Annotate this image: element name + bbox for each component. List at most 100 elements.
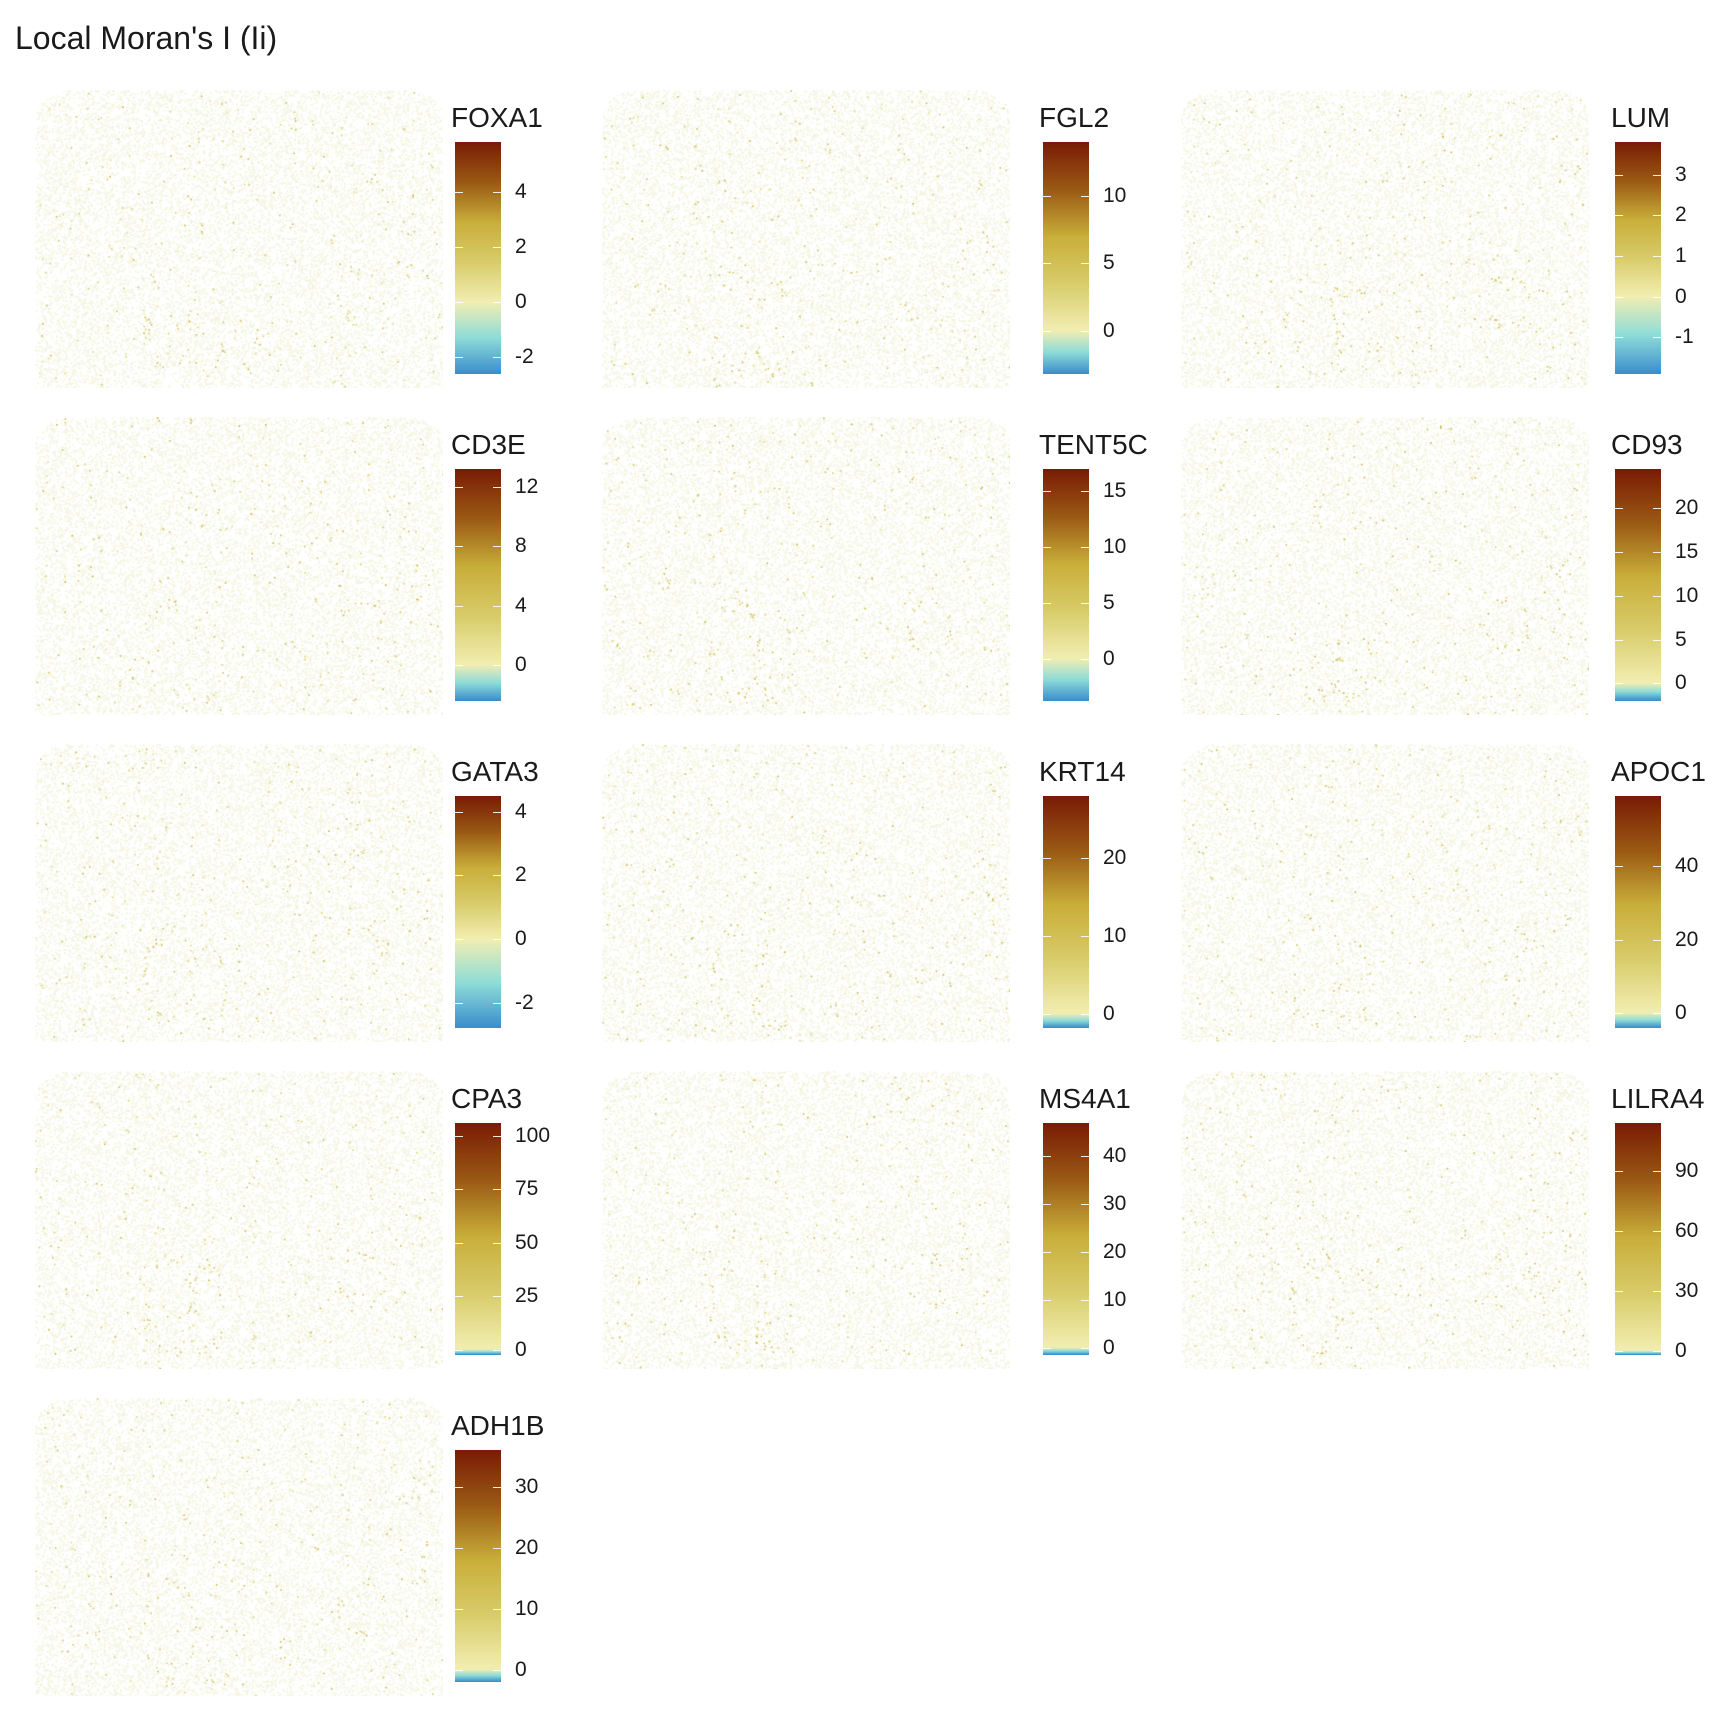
tick-mark — [455, 1349, 463, 1351]
tick-label: 30 — [1103, 1192, 1127, 1216]
tick-mark — [1043, 1252, 1051, 1254]
spatial-map-tent5c — [602, 417, 1010, 715]
colorbar — [1043, 796, 1089, 1028]
tick-label: 0 — [1103, 646, 1115, 670]
tick-mark — [1081, 1013, 1089, 1015]
legend-title: LILRA4 — [1611, 1083, 1705, 1114]
tick-mark — [1043, 1347, 1051, 1349]
tick-mark — [455, 665, 463, 667]
tick-label: 30 — [515, 1474, 539, 1498]
tick-mark — [1081, 658, 1089, 660]
legend-title: ADH1B — [451, 1410, 545, 1441]
tick-mark — [455, 1002, 463, 1004]
tick-mark — [493, 875, 501, 877]
tick-mark — [493, 1189, 501, 1191]
tick-mark — [493, 486, 501, 488]
tick-mark — [1653, 1171, 1661, 1172]
tick-mark — [1653, 939, 1661, 941]
tick-label: 0 — [1675, 284, 1687, 308]
colorbar — [455, 142, 501, 374]
tick-mark — [1653, 1231, 1661, 1232]
tick-mark — [455, 605, 463, 607]
tick-mark — [1043, 936, 1051, 938]
tick-mark — [455, 1296, 463, 1298]
tick-mark — [493, 811, 501, 813]
legend-title: FOXA1 — [451, 102, 543, 133]
tick-mark — [455, 1242, 463, 1244]
tick-mark — [1043, 547, 1051, 549]
tick-mark — [493, 357, 501, 359]
tick-label: 4 — [515, 799, 527, 823]
tick-mark — [1615, 296, 1623, 298]
tick-label: 15 — [1103, 479, 1127, 503]
colorbar — [455, 469, 501, 701]
legend-title: CD93 — [1611, 429, 1683, 460]
colorbar — [1043, 469, 1089, 701]
tick-label: 0 — [515, 1337, 527, 1361]
legend-title: TENT5C — [1039, 429, 1148, 460]
tick-mark — [1081, 547, 1089, 549]
tick-mark — [493, 1547, 501, 1549]
spatial-map-cd93 — [1181, 417, 1589, 715]
colorbar — [1615, 1123, 1661, 1355]
tick-mark — [1615, 174, 1623, 176]
tick-label: 0 — [1103, 1335, 1115, 1359]
spatial-map-adh1b — [35, 1398, 443, 1696]
tick-label: 15 — [1675, 540, 1699, 564]
tick-mark — [1615, 1291, 1623, 1292]
tick-label: 10 — [1103, 1287, 1127, 1311]
tick-mark — [1615, 865, 1623, 867]
tick-mark — [455, 811, 463, 813]
tick-mark — [493, 1349, 501, 1351]
tick-mark — [493, 1296, 501, 1298]
tick-label: 2 — [1675, 203, 1687, 227]
tick-label: 20 — [1103, 846, 1127, 870]
legend-title: MS4A1 — [1039, 1083, 1131, 1114]
tick-label: 10 — [1103, 924, 1127, 948]
tick-label: 75 — [515, 1177, 539, 1201]
tick-label: 3 — [1675, 162, 1687, 186]
spatial-map-lilra4 — [1181, 1071, 1589, 1369]
tick-mark — [1615, 939, 1623, 941]
tick-mark — [1615, 1013, 1623, 1015]
tick-mark — [493, 1486, 501, 1488]
spatial-map-cpa3 — [35, 1071, 443, 1369]
tick-mark — [455, 1669, 463, 1671]
tick-label: 90 — [1675, 1159, 1699, 1182]
tick-mark — [1615, 255, 1623, 257]
colorbar — [1615, 142, 1661, 374]
tick-mark — [1615, 215, 1623, 217]
tick-mark — [455, 546, 463, 548]
tick-mark — [1615, 552, 1623, 554]
tick-label: 0 — [1675, 671, 1687, 695]
colorbar — [1043, 1123, 1089, 1355]
spatial-map-gata3 — [35, 744, 443, 1042]
tick-label: 4 — [515, 593, 527, 617]
tick-mark — [1043, 1299, 1051, 1301]
tick-label: 0 — [1675, 1001, 1687, 1025]
tick-label: 40 — [1103, 1144, 1127, 1168]
spatial-map-cd3e — [35, 417, 443, 715]
tick-mark — [455, 486, 463, 488]
tick-label: 40 — [1675, 853, 1699, 877]
spatial-map-fgl2 — [602, 90, 1010, 388]
tick-label: 2 — [515, 234, 527, 258]
tick-mark — [493, 939, 501, 940]
tick-mark — [1615, 639, 1623, 641]
tick-label: 8 — [515, 534, 527, 558]
legend-title: GATA3 — [451, 756, 539, 787]
spatial-map-lum — [1181, 90, 1589, 388]
tick-label: 60 — [1675, 1219, 1699, 1242]
tick-mark — [1081, 1347, 1089, 1349]
tick-label: 0 — [1103, 318, 1115, 342]
tick-mark — [1081, 263, 1089, 265]
tick-mark — [1081, 1252, 1089, 1254]
tick-label: 25 — [515, 1284, 539, 1308]
tick-mark — [493, 1002, 501, 1004]
tick-mark — [455, 1135, 463, 1137]
tick-label: 0 — [1103, 1001, 1115, 1025]
tick-label: 5 — [1103, 251, 1115, 275]
legend-title: KRT14 — [1039, 756, 1126, 787]
tick-mark — [1081, 602, 1089, 604]
colorbar — [455, 796, 501, 1028]
